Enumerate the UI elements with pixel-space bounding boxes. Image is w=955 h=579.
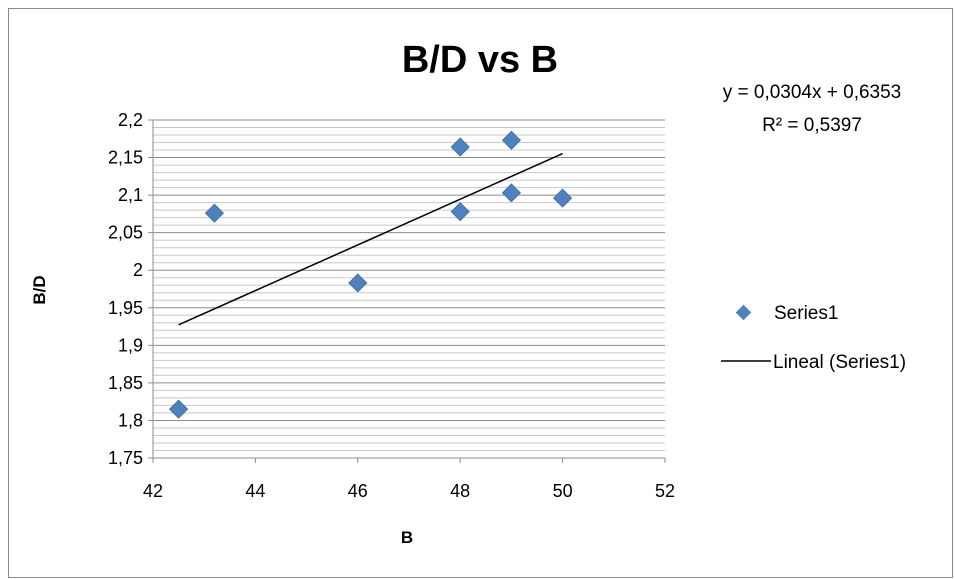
- y-tick-label: 2,1: [118, 185, 143, 205]
- y-tick-label: 2,15: [108, 148, 143, 168]
- data-point: [501, 130, 521, 150]
- y-tick-label: 2,2: [118, 110, 143, 130]
- data-point: [169, 399, 189, 419]
- data-point: [450, 202, 470, 222]
- legend: Series1 Lineal (Series1): [721, 303, 906, 373]
- data-points: [169, 130, 573, 419]
- y-tick-label: 1,9: [118, 335, 143, 355]
- x-tick-label: 44: [245, 481, 265, 501]
- data-point: [553, 188, 573, 208]
- trendline: [178, 152, 563, 326]
- x-tick-label: 52: [655, 481, 675, 501]
- x-tick-label: 50: [553, 481, 573, 501]
- data-point: [450, 137, 470, 157]
- y-tick-label: 1,8: [118, 410, 143, 430]
- x-tick-label: 42: [143, 481, 163, 501]
- y-tick-label: 2: [133, 260, 143, 280]
- x-tick-label: 46: [348, 481, 368, 501]
- y-axis-title: B/D: [30, 275, 49, 304]
- chart-title: B/D vs B: [402, 39, 558, 81]
- data-point: [348, 273, 368, 293]
- data-point: [501, 183, 521, 203]
- legend-label-series1: Series1: [774, 303, 838, 324]
- y-tick-label: 1,85: [108, 373, 143, 393]
- y-tick-labels: 2,2 2,15 2,1 2,05 2 1,95 1,9 1,85 1,8 1,75: [108, 110, 143, 468]
- axes: [148, 119, 666, 463]
- y-tick-label: 2,05: [108, 223, 143, 243]
- legend-marker-series1: [735, 304, 752, 321]
- x-tick-label: 48: [450, 481, 470, 501]
- x-tick-labels: 42 44 46 48 50 52: [143, 481, 675, 501]
- legend-label-trendline: Lineal (Series1): [773, 352, 906, 373]
- gridlines: [153, 119, 665, 459]
- data-point: [204, 203, 225, 223]
- y-tick-label: 1,95: [108, 298, 143, 318]
- x-axis-title: B: [401, 528, 413, 547]
- y-tick-label: 1,75: [108, 448, 143, 468]
- trendline-r-squared: R² = 0,5397: [762, 115, 862, 136]
- trendline-equation: y = 0,0304x + 0,6353: [723, 82, 902, 103]
- trendline-line: [178, 152, 563, 326]
